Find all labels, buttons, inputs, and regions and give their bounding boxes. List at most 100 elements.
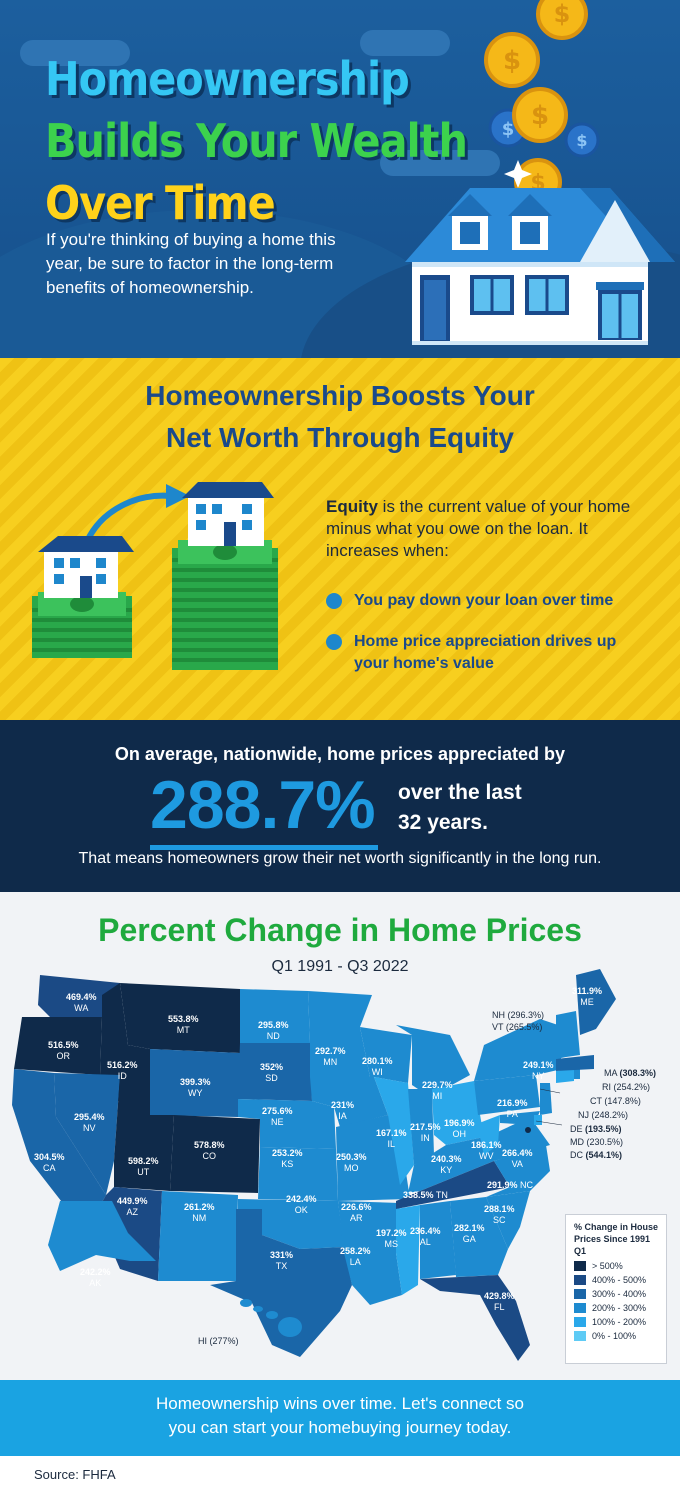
state-label-value: 266.4% [502,1148,533,1158]
state-ms [396,1205,420,1295]
state-label: 196.9% OH [444,1118,475,1140]
state-label-value: 261.2% [184,1202,215,1212]
side-state-value: (193.5%) [585,1124,622,1134]
state-label-code: AK [89,1278,102,1288]
state-label: 311.9% ME [572,986,602,1008]
state-co [170,1115,260,1193]
legend-label: 400% - 500% [592,1275,647,1285]
state-label-value: 282.1% [454,1223,485,1233]
side-state-code: MD [570,1137,584,1147]
state-label-value: 292.7% [315,1046,346,1056]
side-state-code: NJ [578,1110,589,1120]
appreciation-stat-section: On average, nationwide, home prices appr… [0,720,680,892]
house-coins-illustration: $ $ $ $ $ $ [405,0,675,345]
state-sc [486,1191,530,1249]
side-state-code: RI [602,1082,611,1092]
cta-line1: Homeownership wins over time. Let's conn… [156,1394,524,1413]
svg-text:$: $ [503,46,521,76]
state-oh [432,1081,484,1145]
equity-heading-line1: Homeownership Boosts Your [145,380,535,411]
state-ct [556,1069,574,1083]
state-label-value: 242.4% [286,1194,317,1204]
stat-underline [150,845,378,850]
legend-row: 200% - 300% [574,1303,658,1313]
coin-icon: $ [512,87,568,143]
state-label-value: 217.5% [410,1122,441,1132]
state-label-value: 288.1% [484,1204,515,1214]
side-state-code: VT [492,1022,504,1032]
legend-label: 200% - 300% [592,1303,647,1313]
state-label-value: 280.1% [362,1056,393,1066]
state-tx [210,1209,352,1357]
hero-title-line2: Builds Your Wealth [45,114,468,168]
state-label: 266.4% VA [502,1148,533,1170]
state-label-value: 229.7% [422,1080,453,1090]
state-label-value: 516.2% [107,1060,138,1070]
state-label-code: UT [137,1167,150,1177]
state-label: 304.5% CA [34,1152,65,1174]
state-md [500,1111,540,1125]
hero-title-line1: Homeownership [45,52,410,106]
state-label-code: NE [271,1117,284,1127]
legend-swatch [574,1261,586,1271]
cta-text: Homeownership wins over time. Let's conn… [0,1392,680,1440]
state-nh [566,1011,580,1057]
state-label-code: GA [462,1234,476,1244]
coin-icon: $ [484,32,540,88]
state-label-value: 399.3% [180,1077,211,1087]
state-ks [258,1147,338,1201]
state-id [96,983,150,1101]
state-label-code: OK [294,1205,308,1215]
state-label-value: 429.8% [484,1291,515,1301]
state-nv [54,1073,120,1195]
side-state-label: RI (254.2%) [602,1082,650,1092]
state-label-code: KY [440,1165,453,1175]
state-il [374,1077,414,1185]
stat-footer: That means homeowners grow their net wor… [78,850,602,867]
state-ia [310,1077,388,1127]
state-de [534,1115,542,1125]
state-label-code: AR [350,1213,363,1223]
state-label-code: WI [371,1067,383,1077]
state-ne [238,1099,336,1149]
side-state-value: (296.3%) [507,1010,545,1020]
state-label-value: 236.4% [410,1226,441,1236]
stat-trail: over the last 32 years. [398,778,598,838]
legend-swatch [574,1275,586,1285]
state-vt [556,1013,566,1059]
hi-label: HI (277%) [198,1336,239,1346]
state-label-value: 249.1% [523,1060,554,1070]
state-label-value: 197.2% [376,1228,407,1238]
state-nm [158,1191,238,1281]
coin-icon: $ [564,122,600,158]
state-label-code: OR [56,1051,71,1061]
state-label: 295.8% ND [258,1020,289,1042]
legend-row: 0% - 100% [574,1331,658,1341]
side-state-label: VT (265.5%) [492,1022,542,1032]
state-label: 186.1% WV [471,1140,502,1162]
state-label: 469.4% WA [66,992,97,1014]
state-label: 240.3% KY [431,1154,462,1176]
state-hi [240,1299,302,1337]
state-label-code: ME [580,997,594,1007]
state-label-code: MN [323,1057,338,1067]
state-label-code: TN [435,1190,448,1200]
state-label: 331% TX [270,1250,293,1272]
svg-text:$: $ [531,101,549,131]
dc-marker [525,1127,531,1133]
state-label-value: 186.1% [471,1140,502,1150]
state-label-code: SC [493,1215,506,1225]
state-label: 258.2% LA [340,1246,371,1268]
state-label-code: MO [344,1163,359,1173]
legend-row: 300% - 400% [574,1289,658,1299]
legend-row: 400% - 500% [574,1275,658,1285]
state-label: 399.3% WY [180,1077,211,1099]
houses-on-money-illustration [32,482,278,670]
state-label-code: WA [74,1003,89,1013]
legend-label: 0% - 100% [592,1331,637,1341]
side-state-label: NJ (248.2%) [578,1110,628,1120]
cloud [380,150,500,176]
state-label-code: NM [192,1213,207,1223]
state-label: 217.5% IN [410,1122,441,1144]
state-sd [238,1043,312,1101]
